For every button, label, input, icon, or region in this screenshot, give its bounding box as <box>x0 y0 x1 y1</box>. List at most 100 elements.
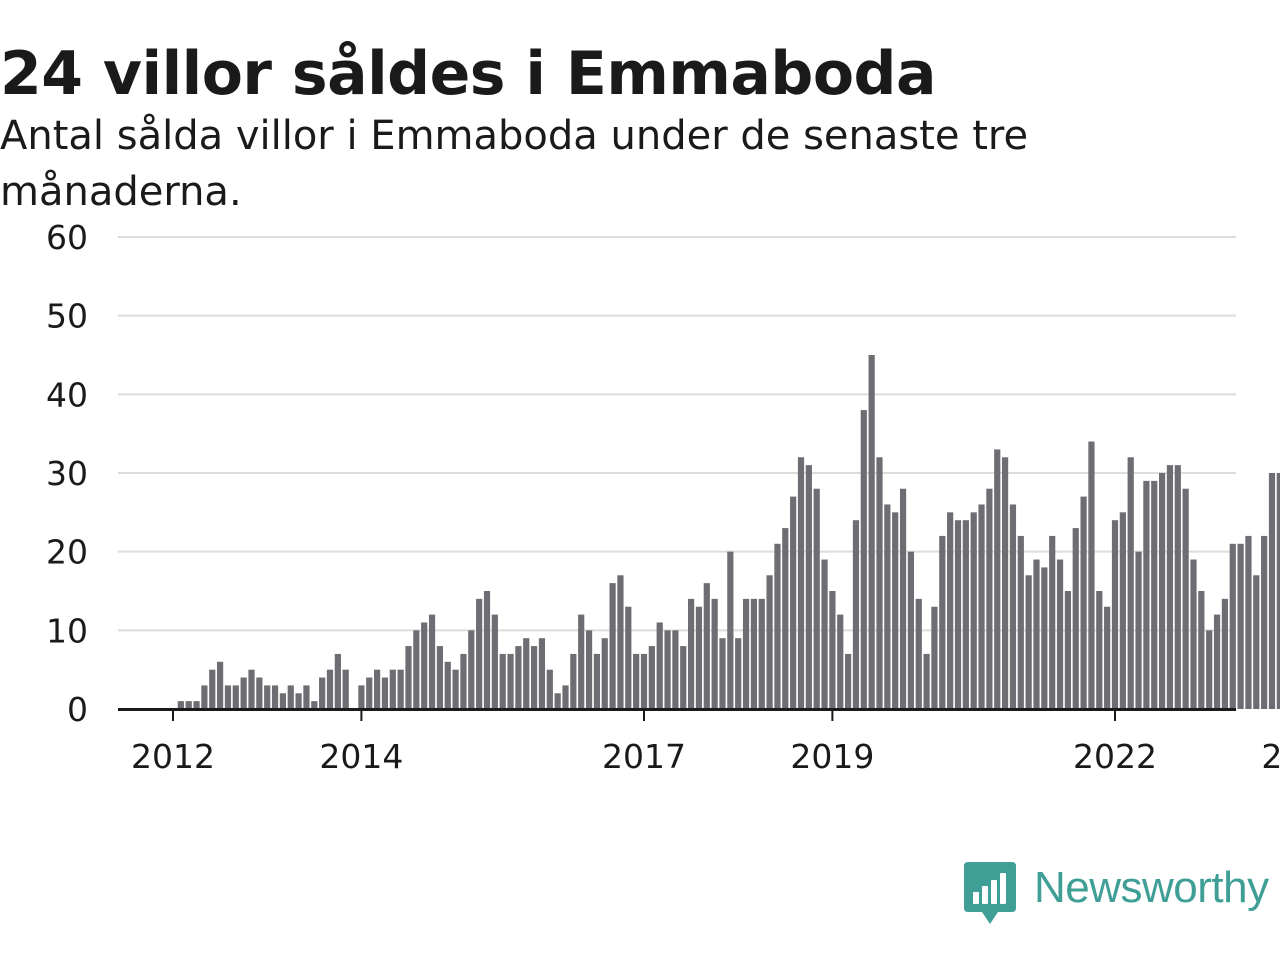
bar <box>1182 488 1189 709</box>
bar <box>311 701 318 709</box>
bar <box>1166 465 1174 709</box>
bar <box>860 410 867 709</box>
bar <box>1088 441 1095 709</box>
bar <box>688 598 695 709</box>
bar <box>1096 591 1103 709</box>
bar <box>664 630 671 709</box>
bar <box>303 685 310 709</box>
bar <box>695 606 703 709</box>
bar <box>1174 465 1181 709</box>
x-tick-label: 2012 <box>131 737 215 776</box>
bar <box>389 669 396 709</box>
bar <box>1237 543 1244 709</box>
bar <box>1135 551 1142 709</box>
bar <box>899 488 907 709</box>
bar <box>1206 630 1213 709</box>
bar <box>1198 591 1205 709</box>
bar <box>585 630 593 709</box>
bar <box>452 669 459 709</box>
bar <box>326 669 334 709</box>
y-axis-labels: 0 10 20 30 40 50 60 <box>46 218 88 729</box>
bar <box>1221 598 1228 709</box>
bar <box>774 543 781 709</box>
bar <box>264 685 271 709</box>
bar <box>711 598 718 709</box>
bar <box>279 693 286 709</box>
bar <box>1025 575 1032 709</box>
bar <box>1009 504 1017 709</box>
bar <box>523 638 530 709</box>
bar <box>232 685 239 709</box>
bar <box>546 669 553 709</box>
newsworthy-logo-text: Newsworthy <box>1034 863 1269 912</box>
bar <box>531 646 538 709</box>
x-tick-label: 2022 <box>1073 737 1157 776</box>
bar <box>1056 559 1064 709</box>
bar <box>295 693 302 709</box>
bar <box>421 622 428 709</box>
bar <box>978 504 985 709</box>
bar <box>287 685 294 709</box>
x-tick-label: 2024 <box>1261 737 1280 776</box>
bar <box>1190 559 1197 709</box>
bar <box>1002 457 1009 709</box>
y-tick-label: 20 <box>46 533 88 572</box>
bar <box>1151 480 1158 709</box>
bar <box>201 685 208 709</box>
bar <box>821 559 828 709</box>
bar <box>507 653 514 709</box>
bar <box>405 646 412 709</box>
chart-title: 24 villor såldes i Emmaboda <box>0 39 936 109</box>
bar <box>813 488 820 709</box>
bar <box>1213 614 1221 709</box>
x-tick-label: 2017 <box>602 737 686 776</box>
bar <box>397 669 404 709</box>
bar <box>703 583 710 709</box>
bar <box>915 598 922 709</box>
bar <box>342 669 349 709</box>
bar <box>499 653 506 709</box>
bar <box>672 630 679 709</box>
grid-lines <box>118 236 1236 632</box>
chart-subtitle: Antal sålda villor i Emmaboda under de s… <box>0 113 1029 215</box>
bar <box>570 653 577 709</box>
bar <box>1017 535 1024 709</box>
bar <box>766 575 773 709</box>
bar <box>193 701 200 709</box>
bar <box>782 528 789 709</box>
bar <box>648 646 655 709</box>
bar <box>1261 535 1268 709</box>
bar <box>319 677 326 709</box>
bar <box>742 598 750 709</box>
y-tick-label: 60 <box>46 218 88 257</box>
bar <box>970 512 977 709</box>
bar <box>931 606 938 709</box>
x-axis-labels: 2012 2014 2017 2019 2022 2024 <box>131 737 1280 776</box>
x-axis <box>118 708 1236 721</box>
bar <box>656 622 663 709</box>
bar <box>1049 535 1056 709</box>
bar <box>845 653 852 709</box>
bar <box>852 520 860 709</box>
bar <box>209 669 216 709</box>
bar <box>358 685 365 709</box>
bar <box>617 575 624 709</box>
bar <box>962 520 969 709</box>
bar <box>1143 480 1150 709</box>
bar <box>538 638 546 709</box>
bar <box>719 638 726 709</box>
bar <box>428 614 436 709</box>
bar <box>593 653 600 709</box>
bar <box>444 661 451 709</box>
bar <box>515 646 522 709</box>
bar <box>947 512 954 709</box>
bar <box>954 520 962 709</box>
bar <box>366 677 373 709</box>
bar <box>601 638 608 709</box>
newsworthy-logo: Newsworthy <box>964 862 1269 926</box>
bar <box>625 606 632 709</box>
bar <box>994 449 1001 709</box>
bar <box>892 512 899 709</box>
bar <box>1229 543 1236 709</box>
